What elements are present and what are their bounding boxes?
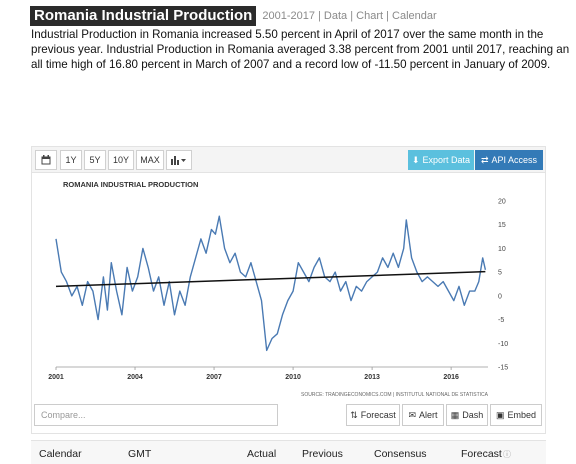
range-5y-button[interactable]: 5Y [84, 150, 106, 170]
title-links[interactable]: 2001-2017 | Data | Chart | Calendar [262, 10, 437, 22]
envelope-icon: ✉ [408, 409, 417, 420]
x-tick-label: 2010 [285, 374, 301, 381]
y-tick-label: 0 [498, 293, 502, 300]
x-tick-label: 2001 [48, 374, 64, 381]
info-icon[interactable]: ⓘ [503, 450, 511, 459]
y-tick-label: -15 [498, 365, 508, 372]
trend-line [55, 270, 486, 288]
grid-icon: ▦ [450, 409, 460, 420]
sort-icon: ⇅ [350, 409, 358, 420]
embed-icon: ▣ [495, 409, 505, 420]
x-tick-label: 2004 [127, 374, 143, 381]
exchange-icon: ⇄ [480, 154, 489, 165]
x-tick-label: 2016 [443, 374, 459, 381]
title-row: Romania Industrial Production 2001-2017 … [30, 6, 437, 26]
range-10y-button[interactable]: 10Y [108, 150, 134, 170]
col-calendar: Calendar [39, 448, 82, 460]
description: Industrial Production in Romania increas… [31, 28, 570, 71]
chart-card: 1Y 5Y 10Y MAX ⬇ Export Data ⇄ API Access R… [31, 146, 546, 434]
x-tick-label: 2007 [206, 374, 222, 381]
col-previous: Previous [302, 448, 343, 460]
chart-source: SOURCE: TRADINGECONOMICS.COM | INSTITUTU… [301, 392, 489, 398]
range-1y-button[interactable]: 1Y [60, 150, 82, 170]
page-title: Romania Industrial Production [30, 6, 257, 26]
chart-title: ROMANIA INDUSTRIAL PRODUCTION [63, 180, 198, 189]
calendar-icon [41, 155, 51, 165]
y-tick-label: 5 [498, 270, 502, 277]
compare-input[interactable]: Compare... [34, 404, 278, 426]
y-tick-label: 10 [498, 246, 506, 253]
y-tick-label: 20 [498, 199, 506, 206]
x-tick-label: 2013 [364, 374, 380, 381]
dash-button[interactable]: ▦ Dash [446, 404, 488, 426]
export-data-button[interactable]: ⬇ Export Data [408, 150, 474, 170]
col-forecast: Forecast [461, 448, 502, 460]
forecast-button[interactable]: ⇅ Forecast [346, 404, 400, 426]
col-gmt: GMT [128, 448, 152, 460]
alert-button[interactable]: ✉ Alert [402, 404, 444, 426]
y-tick-label: -5 [498, 317, 504, 324]
calendar-button[interactable] [35, 150, 57, 170]
embed-button[interactable]: ▣ Embed [490, 404, 542, 426]
bar-chart-icon [171, 156, 186, 165]
col-consensus: Consensus [374, 448, 427, 460]
chart-type-button[interactable] [166, 150, 192, 170]
y-tick-label: -10 [498, 341, 508, 348]
chart-toolbar: 1Y 5Y 10Y MAX ⬇ Export Data ⇄ API Access [32, 147, 545, 173]
line-chart: ROMANIA INDUSTRIAL PRODUCTION 20 15 10 5 0 -5 -… [48, 180, 508, 398]
download-icon: ⬇ [411, 154, 420, 165]
api-access-button[interactable]: ⇄ API Access [475, 150, 543, 170]
series-line-industrial-production [55, 215, 487, 352]
calendar-table-header: Calendar GMT Actual Previous Consensus F… [31, 440, 546, 464]
col-actual: Actual [247, 448, 277, 460]
compare-row: Compare... ⇅ Forecast ✉ Alert ▦ Dash ▣ Embed [31, 404, 546, 428]
y-tick-label: 15 [498, 222, 506, 229]
range-max-button[interactable]: MAX [136, 150, 164, 170]
